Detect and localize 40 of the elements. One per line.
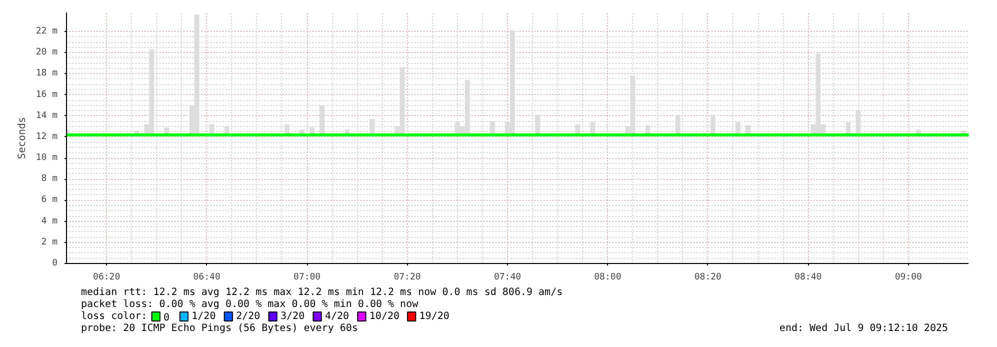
bar — [856, 110, 861, 135]
x-tick-label: 08:00 — [594, 272, 622, 282]
y-tick-label: 22 m — [36, 26, 58, 36]
legend-label: 10/20 — [369, 311, 400, 322]
bar — [710, 114, 716, 135]
y-tick-label: 20 m — [36, 48, 58, 58]
x-tick-label: 09:00 — [894, 272, 922, 282]
text: probe: 20 ICMP Echo Pings (56 Bytes) every 60s — [80, 323, 358, 334]
y-tick-label: 6 m — [41, 195, 58, 206]
bar — [675, 114, 680, 135]
text: end: Wed Jul 9 09:12:10 2025 — [779, 323, 948, 334]
x-tick-label: 06:20 — [93, 272, 120, 282]
legend-title: loss color: — [80, 311, 148, 322]
bar — [320, 105, 325, 135]
text: packet loss: 0.00 % avg 0.00 % max 0.00 % min 0.00 % now — [80, 299, 420, 310]
x-tick-label: 07:40 — [494, 272, 522, 282]
y-tick-label: 2 m — [41, 237, 58, 248]
legend-label: 2/20 — [236, 311, 260, 322]
y-tick-label: 12 m — [36, 132, 58, 142]
y-axis-title: Seconds — [16, 116, 28, 160]
y-tick-label: 10 m — [36, 153, 58, 164]
bar — [535, 114, 540, 135]
x-tick-label: 07:00 — [293, 272, 321, 282]
legend-label: 4/20 — [324, 311, 350, 322]
y-tick-label: 16 m — [36, 90, 58, 100]
bar — [370, 119, 375, 135]
y-tick-label: 4 m — [41, 216, 58, 226]
y-tick-label: 0 — [52, 258, 58, 268]
y-tick-label: 8 m — [41, 174, 58, 184]
legend-label: 3/20 — [280, 311, 305, 322]
legend-label: 19/20 — [419, 311, 450, 322]
y-tick-label: 18 m — [36, 68, 58, 79]
legend-label: 1/20 — [192, 311, 216, 322]
text: median rtt: 12.2 ms avg 12.2 ms max 12.2 ms min 12.2 ms now 0.0 ms sd 806.9 am/s — [80, 287, 563, 298]
legend-label: 0 — [164, 312, 170, 324]
x-tick-label: 07:20 — [394, 272, 421, 282]
x-tick-label: 06:40 — [193, 272, 220, 282]
x-tick-label: 08:20 — [694, 272, 722, 282]
y-tick-label: 14 m — [36, 110, 58, 121]
x-tick-label: 08:40 — [794, 272, 822, 282]
